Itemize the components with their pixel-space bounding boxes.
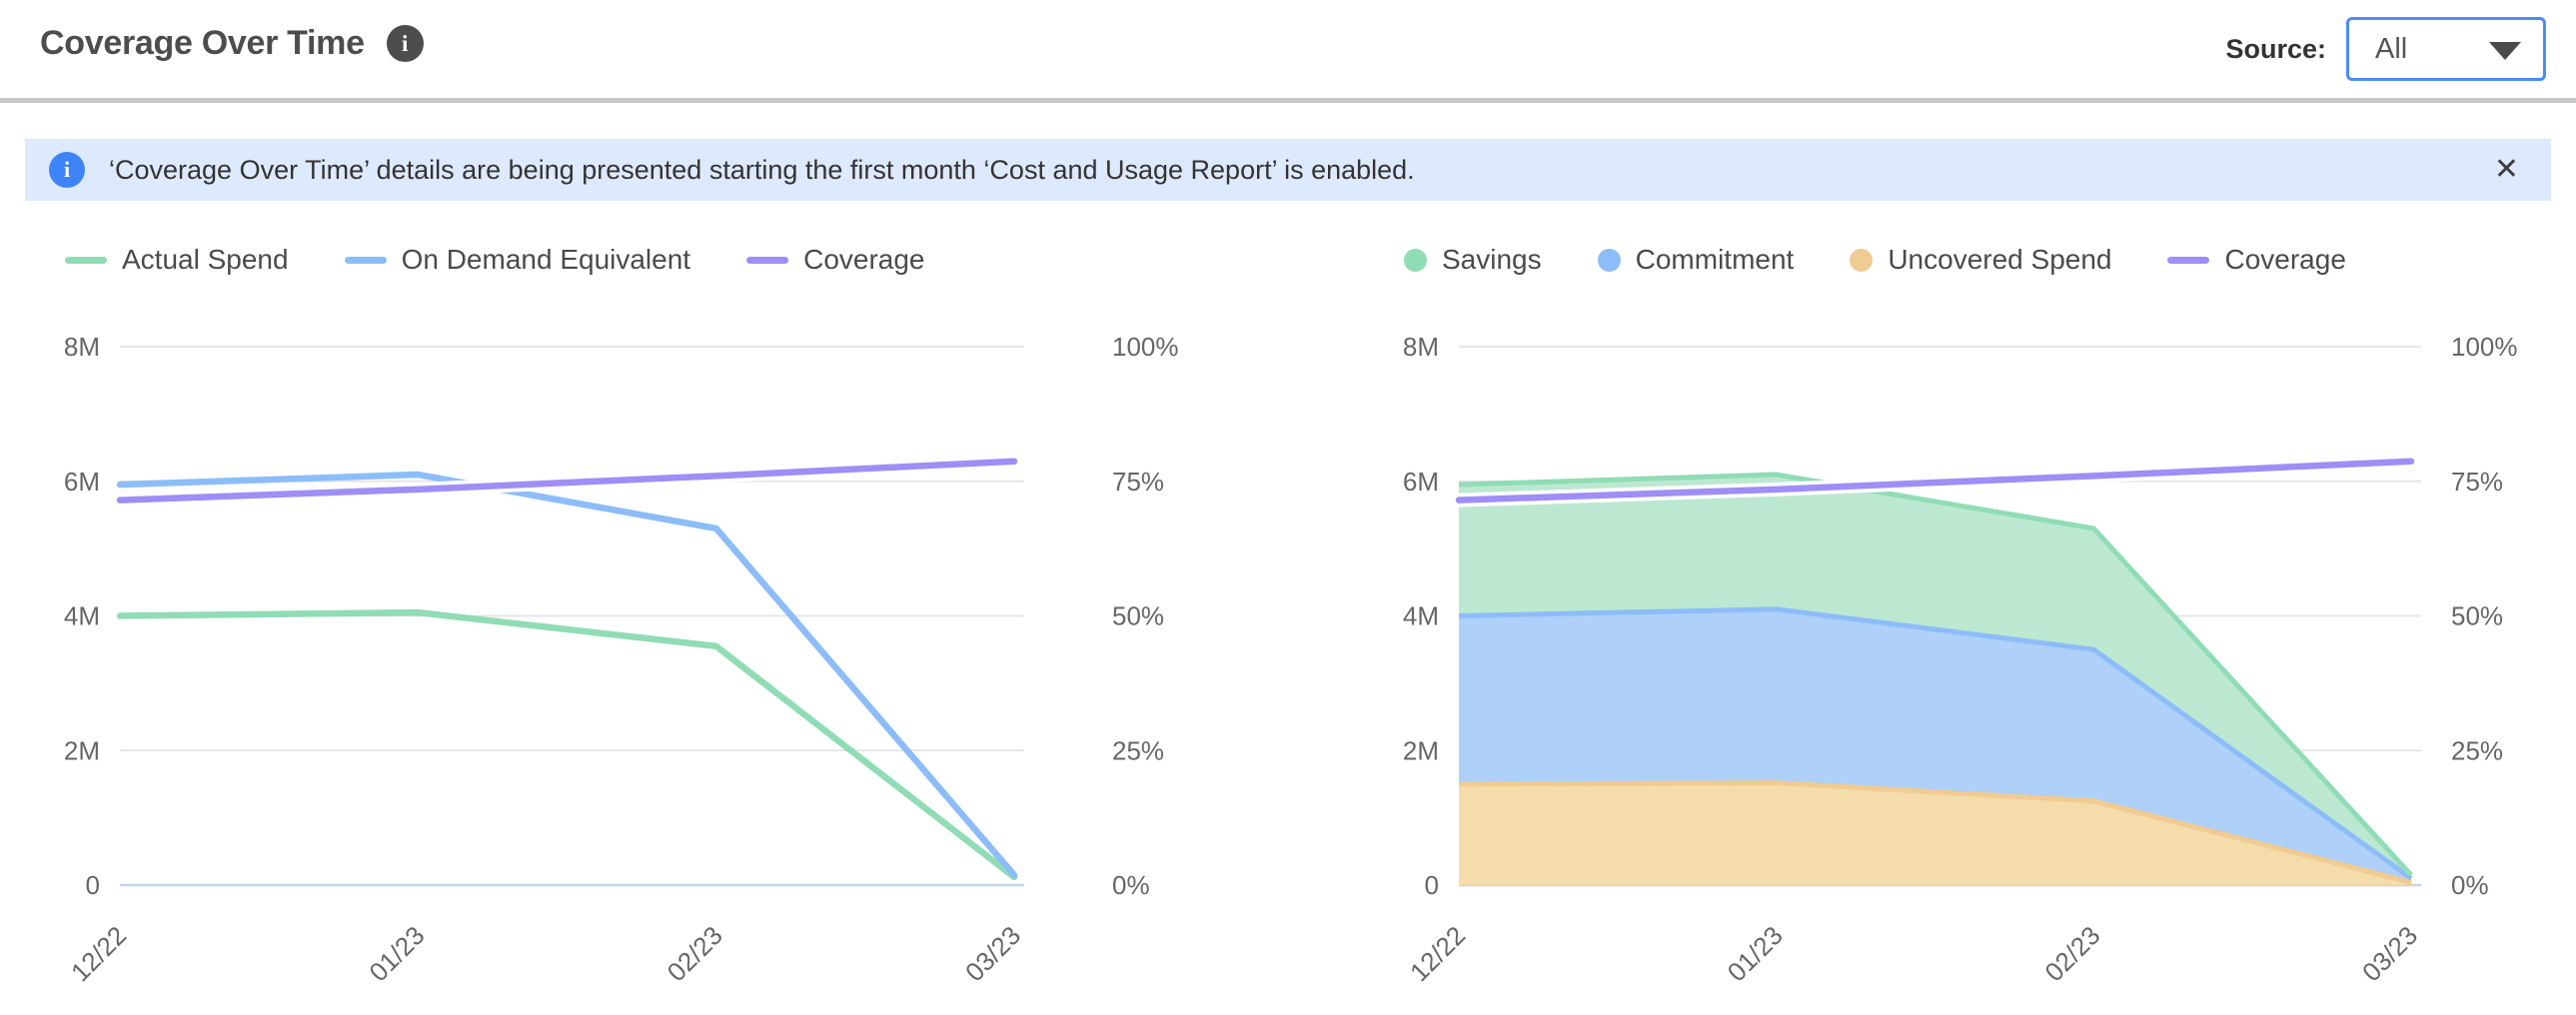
chart-legend: Actual Spend On Demand Equivalent Coverage xyxy=(0,230,1209,290)
legend-circle-icon xyxy=(1404,248,1427,272)
legend-label: Savings xyxy=(1442,244,1542,275)
x-axis-tick-label: 02/23 xyxy=(661,920,728,987)
legend-label: Coverage xyxy=(803,244,925,275)
y2-axis-tick-label: 25% xyxy=(2451,735,2503,765)
legend-line-icon xyxy=(344,256,387,264)
area-commitment xyxy=(1459,608,2411,883)
y-axis-tick-label: 6M xyxy=(1403,467,1439,497)
y2-axis-tick-label: 75% xyxy=(1112,467,1164,497)
legend-item-commitment[interactable]: Commitment xyxy=(1597,244,1795,276)
y2-axis-tick-label: 25% xyxy=(1112,735,1164,765)
y2-axis-tick-label: 75% xyxy=(2451,467,2503,497)
x-axis-tick-label: 12/22 xyxy=(1404,920,1471,987)
legend-line-icon xyxy=(746,256,789,264)
line-coverage xyxy=(1455,458,2415,504)
coverage-line-chart-panel: Actual Spend On Demand Equivalent Coverage… xyxy=(0,230,1209,1005)
chart-canvas: 8M 100% 6M 75% 4M 50% 2M 25% 0 0% 12/22 01/23 02/23 0… xyxy=(0,290,1209,1005)
banner-info-icon: i xyxy=(49,152,85,188)
legend-label: Actual Spend xyxy=(122,244,289,275)
page-title: Coverage Over Time xyxy=(40,24,365,62)
info-icon[interactable]: i xyxy=(386,25,424,62)
x-axis-tick-label: 02/23 xyxy=(2038,920,2105,987)
area-edge-savings xyxy=(1458,472,2413,877)
info-banner: i ‘Coverage Over Time’ details are being… xyxy=(25,139,2551,201)
x-axis-tick-label: 12/22 xyxy=(65,920,132,987)
line-coverage xyxy=(116,458,1018,504)
y-axis-tick-label: 2M xyxy=(1403,735,1439,765)
coverage-area-chart-panel: Savings Commitment Uncovered Spend Coverage… xyxy=(1339,230,2576,1005)
line-chart-svg: 8M 100% 6M 75% 4M 50% 2M 25% 0 0% 12/22 01/23 02/23 0… xyxy=(64,332,1179,987)
legend-label: On Demand Equivalent xyxy=(401,244,691,275)
y-axis-tick-label: 6M xyxy=(64,467,100,497)
legend-item-coverage[interactable]: Coverage xyxy=(746,244,925,276)
source-label: Source: xyxy=(2225,33,2326,64)
line-on-demand-equivalent xyxy=(116,471,1018,879)
y-axis-tick-label: 0 xyxy=(1425,870,1439,900)
y2-axis-tick-label: 100% xyxy=(2451,332,2518,362)
y-axis-tick-label: 0 xyxy=(86,870,100,900)
area-edge-uncovered-spend xyxy=(1458,780,2412,885)
area-chart-svg: 8M 100% 6M 75% 4M 50% 2M 25% 0 0% 12/22 01/23 02/23 0… xyxy=(1403,332,2518,987)
y2-axis-tick-label: 0% xyxy=(1112,870,1150,900)
y2-axis-tick-label: 50% xyxy=(1112,601,1164,631)
x-axis-tick-label: 01/23 xyxy=(1722,920,1789,987)
x-axis-tick-label: 01/23 xyxy=(363,920,430,987)
line-actual-spend xyxy=(116,608,1018,881)
header-divider xyxy=(0,98,2576,103)
legend-item-savings[interactable]: Savings xyxy=(1404,244,1542,276)
legend-item-actual-spend[interactable]: Actual Spend xyxy=(65,244,289,276)
legend-label: Coverage xyxy=(2224,244,2346,275)
y-axis-tick-label: 4M xyxy=(64,601,100,631)
legend-item-coverage[interactable]: Coverage xyxy=(2167,244,2346,276)
x-axis-tick-label: 03/23 xyxy=(2356,920,2423,987)
legend-circle-icon xyxy=(1850,248,1874,272)
legend-item-uncovered-spend[interactable]: Uncovered Spend xyxy=(1850,244,2111,276)
y-axis-tick-label: 2M xyxy=(64,735,100,765)
chevron-down-icon xyxy=(2489,42,2521,60)
source-dropdown[interactable]: All xyxy=(2346,17,2546,81)
area-savings xyxy=(1459,475,2411,879)
chart-canvas: 8M 100% 6M 75% 4M 50% 2M 25% 0 0% 12/22 01/23 02/23 0… xyxy=(1339,290,2576,1005)
legend-label: Commitment xyxy=(1635,244,1795,275)
area-uncovered-spend xyxy=(1459,782,2411,885)
y2-axis-tick-label: 100% xyxy=(1112,332,1179,362)
close-icon[interactable]: ✕ xyxy=(2493,153,2519,186)
source-dropdown-value: All xyxy=(2375,32,2408,65)
y2-axis-tick-label: 0% xyxy=(2451,870,2489,900)
legend-item-on-demand-equivalent[interactable]: On Demand Equivalent xyxy=(344,244,691,276)
y-axis-tick-label: 8M xyxy=(1403,332,1439,362)
legend-label: Uncovered Spend xyxy=(1888,244,2112,275)
legend-line-icon xyxy=(2167,256,2210,264)
legend-circle-icon xyxy=(1597,248,1621,272)
y2-axis-tick-label: 50% xyxy=(2451,601,2503,631)
legend-line-icon xyxy=(65,256,107,264)
banner-message: ‘Coverage Over Time’ details are being p… xyxy=(109,154,1415,185)
chart-legend: Savings Commitment Uncovered Spend Coverage xyxy=(1339,230,2576,290)
widget-header: Coverage Over Time i Source: All xyxy=(0,0,2576,98)
y-axis-tick-label: 4M xyxy=(1403,601,1439,631)
y-axis-tick-label: 8M xyxy=(64,332,100,362)
area-edge-commitment xyxy=(1458,606,2413,881)
x-axis-tick-label: 03/23 xyxy=(959,920,1026,987)
